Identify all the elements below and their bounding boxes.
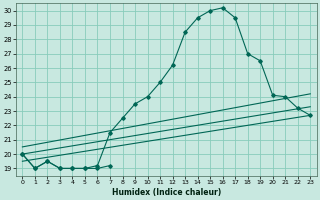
X-axis label: Humidex (Indice chaleur): Humidex (Indice chaleur) — [112, 188, 221, 197]
